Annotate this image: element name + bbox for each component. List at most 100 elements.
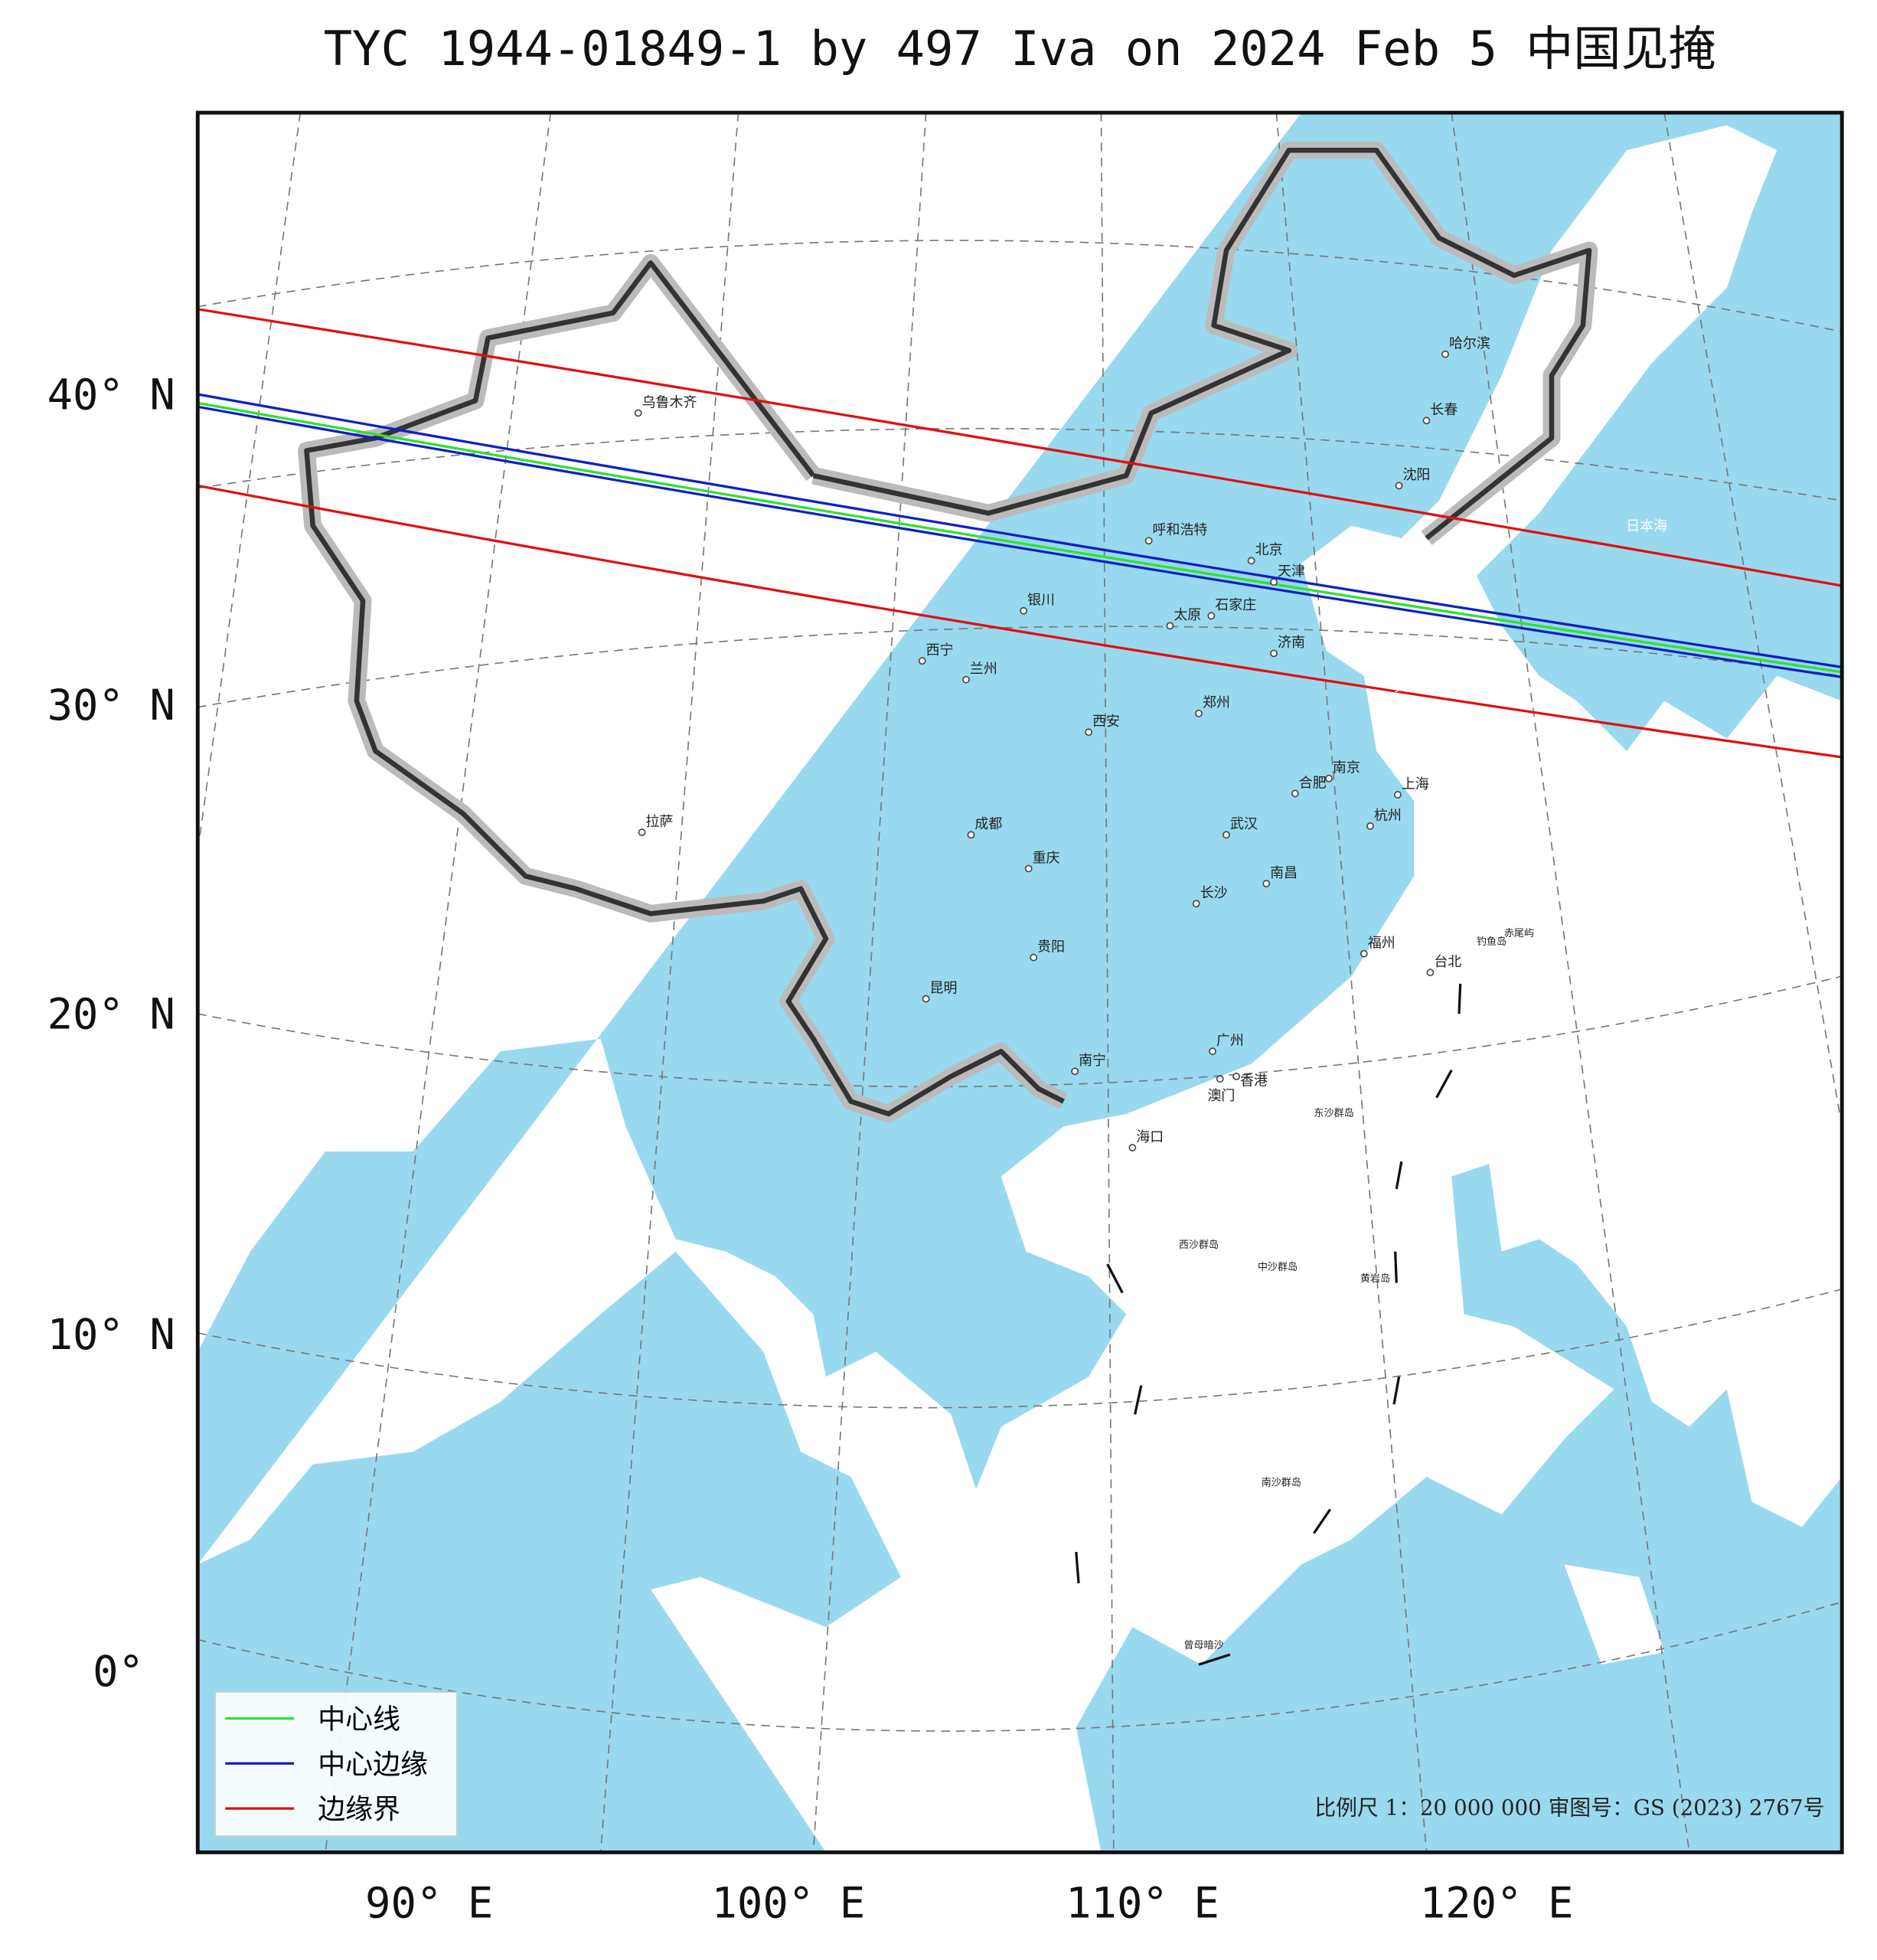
city-label: 杭州 [1374, 808, 1402, 824]
legend-label: 中心边缘 [318, 1749, 428, 1780]
legend: 中心线 中心边缘 边缘界 [214, 1691, 458, 1837]
city-dot [967, 831, 975, 839]
city-label: 兰州 [970, 662, 997, 678]
city-dot [1366, 822, 1374, 830]
city-dot [638, 828, 646, 837]
city-dot [1166, 622, 1174, 630]
lat-label: 20° N [47, 990, 175, 1040]
city-dot [1441, 350, 1449, 358]
city-label: 香港 [1240, 1073, 1268, 1089]
city-dot [1395, 482, 1403, 490]
city-dot [1291, 789, 1299, 798]
border [304, 260, 1065, 1117]
city-label: 北京 [1255, 542, 1283, 558]
city-label: 广州 [1216, 1033, 1244, 1049]
island-label: 南沙群岛 [1262, 1476, 1301, 1488]
city-dot [1207, 612, 1216, 620]
island-label: 曾母暗沙 [1183, 1640, 1223, 1651]
city-label: 海口 [1136, 1129, 1164, 1145]
legend-label: 中心线 [318, 1704, 400, 1736]
city-label: 呼和浩特 [1153, 522, 1208, 538]
city-dot [1262, 880, 1271, 888]
city-dot [1195, 709, 1203, 717]
lon-label: 120° E [1420, 1878, 1574, 1928]
island-label: 西沙群岛 [1179, 1239, 1219, 1251]
city-dot [1426, 969, 1435, 977]
city-label: 上海 [1402, 776, 1429, 792]
city-label: 天津 [1278, 564, 1305, 580]
city-dot [918, 657, 926, 665]
city-label: 南京 [1333, 760, 1360, 776]
city-dot [1209, 1047, 1216, 1056]
city-dot [962, 675, 970, 684]
city-label: 哈尔滨 [1449, 335, 1490, 351]
city-label: 乌鲁木齐 [642, 394, 697, 410]
sea-label: 渤海 [1334, 573, 1362, 590]
island-label: 东沙群岛 [1314, 1107, 1353, 1119]
sea-label: 黄海 [1394, 678, 1422, 694]
city-label: 银川 [1027, 593, 1055, 609]
city-dot [1030, 953, 1038, 962]
city-label: 成都 [974, 816, 1002, 832]
city-label: 长春 [1430, 402, 1458, 418]
city-dot [1270, 578, 1278, 586]
city-label: 济南 [1278, 635, 1305, 651]
sea-label: 南海 [1256, 1334, 1284, 1351]
city-label: 沈阳 [1402, 467, 1430, 483]
city-label: 西安 [1092, 714, 1120, 730]
title: TYC 1944-01849-1 by 497 Iva on 2024 Feb … [324, 21, 1716, 77]
sea-label: 东海 [1458, 883, 1485, 899]
city-label: 南昌 [1270, 865, 1298, 881]
border [812, 147, 1592, 541]
center-edge [197, 405, 1843, 679]
city-label: 西宁 [926, 642, 954, 658]
city-dot [1071, 1067, 1079, 1076]
lon-label: 90° E [365, 1878, 493, 1928]
city-label: 郑州 [1203, 695, 1230, 711]
city-dot [1360, 949, 1368, 958]
city-dot [1422, 416, 1431, 425]
lon-label: 100° E [711, 1878, 865, 1928]
sea-label: 日本海 [1626, 518, 1667, 534]
graticule [197, 113, 1843, 1853]
island-label: 黄岩岛 [1360, 1272, 1390, 1285]
occultation-paths [197, 308, 1843, 759]
island-label: 中沙群岛 [1258, 1261, 1298, 1273]
nine-dash-line [1075, 983, 1462, 1666]
city-dot [1128, 1144, 1137, 1152]
center-edge [197, 393, 1843, 668]
city-label: 昆明 [930, 980, 958, 996]
center-line [197, 401, 1843, 674]
lat-label: 30° N [47, 681, 175, 730]
city-dot [634, 409, 642, 417]
legend-label: 边缘界 [318, 1794, 400, 1825]
island-label: 赤尾屿 [1504, 928, 1534, 939]
lat-label: 10° N [47, 1310, 175, 1360]
city-label: 拉萨 [645, 814, 673, 830]
city-dot [1325, 774, 1333, 782]
city-label: 合肥 [1299, 775, 1327, 791]
city-dot [922, 995, 930, 1003]
city-label: 台北 [1434, 954, 1461, 970]
city-dot [1232, 1072, 1240, 1080]
city-dot [1192, 900, 1200, 908]
city-label: 武汉 [1230, 816, 1258, 832]
limit-line [197, 484, 1843, 759]
city-label: 长沙 [1200, 885, 1228, 901]
city-dot [1270, 649, 1278, 658]
city-dot [1216, 1075, 1224, 1083]
lon-label: 110° E [1066, 1878, 1219, 1928]
city-label: 贵阳 [1037, 939, 1065, 955]
lat-label: 0° [93, 1647, 144, 1697]
city-label: 南宁 [1079, 1053, 1106, 1069]
city-label: 石家庄 [1215, 597, 1256, 613]
lat-label: 40° N [47, 371, 175, 420]
city-dot [1222, 831, 1230, 839]
city-dot [1247, 557, 1255, 565]
city-dot [1024, 864, 1033, 873]
city-label: 福州 [1368, 935, 1396, 951]
city-dot [1085, 728, 1093, 737]
city-label: 澳门 [1207, 1088, 1235, 1104]
